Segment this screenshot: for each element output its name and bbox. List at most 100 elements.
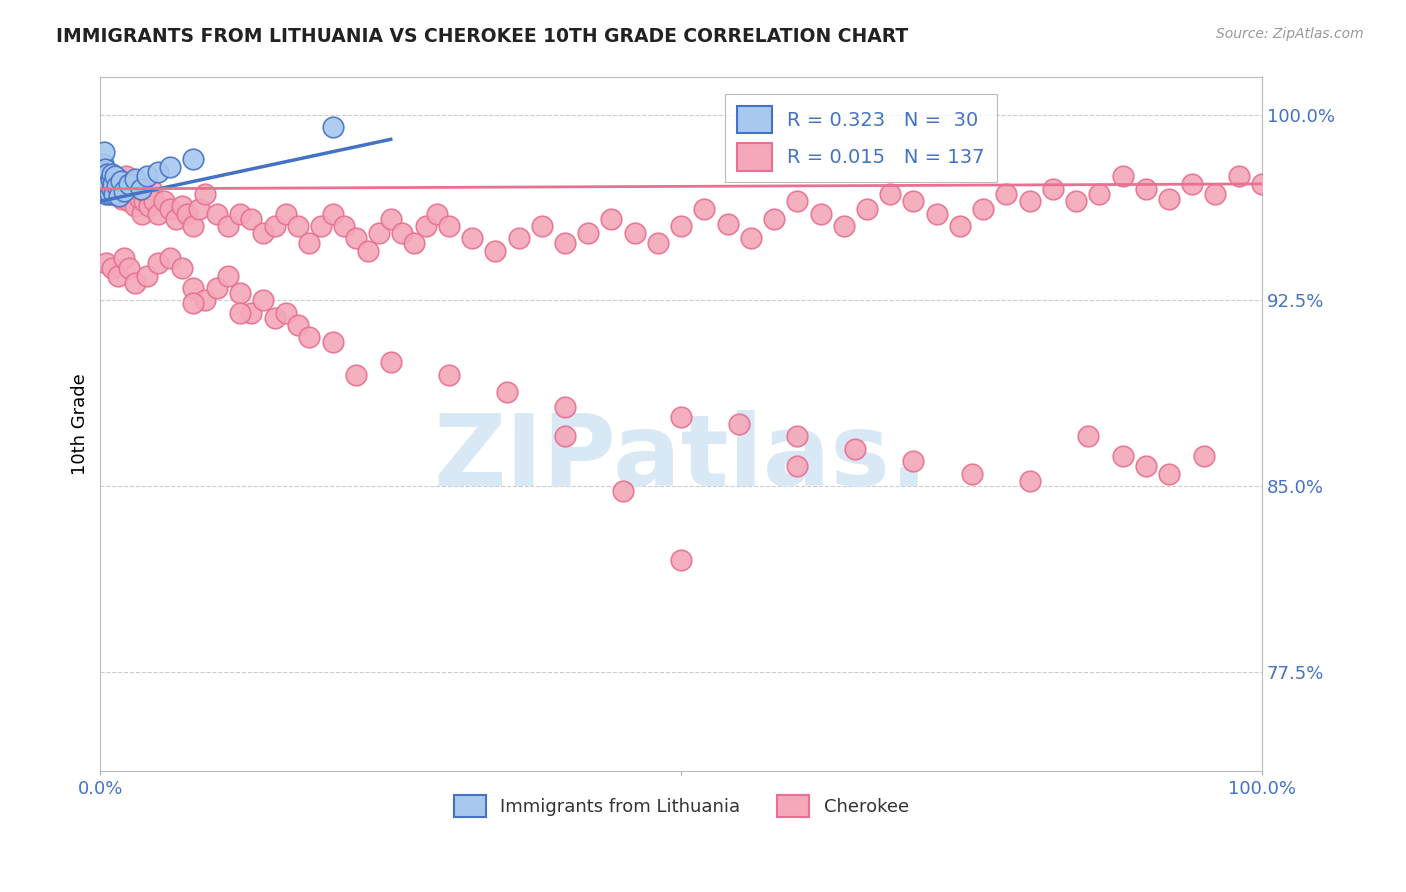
- Point: [135, 169, 157, 184]
- Point: [240, 211, 263, 226]
- Point: [114, 186, 136, 201]
- Point: [138, 199, 160, 213]
- Point: [276, 306, 298, 320]
- Point: [333, 219, 356, 233]
- Point: [94, 162, 117, 177]
- Point: [391, 227, 413, 241]
- Point: [344, 231, 367, 245]
- Point: [124, 276, 146, 290]
- Point: [115, 169, 138, 184]
- Point: [252, 293, 274, 308]
- Point: [647, 236, 669, 251]
- Point: [98, 167, 121, 181]
- Point: [903, 454, 925, 468]
- Point: [170, 261, 193, 276]
- Point: [669, 553, 692, 567]
- Point: [229, 285, 252, 300]
- Point: [728, 417, 751, 431]
- Point: [1181, 177, 1204, 191]
- Point: [101, 182, 124, 196]
- Point: [131, 206, 153, 220]
- Text: IMMIGRANTS FROM LITHUANIA VS CHEROKEE 10TH GRADE CORRELATION CHART: IMMIGRANTS FROM LITHUANIA VS CHEROKEE 10…: [56, 27, 908, 45]
- Point: [127, 182, 149, 196]
- Point: [1157, 467, 1180, 481]
- Point: [176, 206, 198, 220]
- Point: [415, 219, 437, 233]
- Point: [135, 186, 157, 201]
- Text: ZIPatlas.: ZIPatlas.: [433, 410, 928, 508]
- Point: [142, 194, 165, 209]
- Point: [98, 186, 121, 201]
- Point: [484, 244, 506, 258]
- Point: [576, 227, 599, 241]
- Point: [141, 182, 163, 196]
- Point: [322, 206, 344, 220]
- Point: [856, 202, 879, 216]
- Point: [786, 459, 808, 474]
- Point: [93, 145, 115, 159]
- Text: Source: ZipAtlas.com: Source: ZipAtlas.com: [1216, 27, 1364, 41]
- Point: [112, 177, 135, 191]
- Point: [1088, 186, 1111, 201]
- Point: [530, 219, 553, 233]
- Point: [96, 182, 118, 196]
- Point: [128, 192, 150, 206]
- Point: [229, 306, 252, 320]
- Point: [94, 177, 117, 191]
- Point: [960, 467, 983, 481]
- Point: [380, 355, 402, 369]
- Legend: Immigrants from Lithuania, Cherokee: Immigrants from Lithuania, Cherokee: [446, 788, 915, 824]
- Point: [844, 442, 866, 456]
- Point: [96, 186, 118, 201]
- Point: [1227, 169, 1250, 184]
- Point: [508, 231, 530, 245]
- Point: [159, 202, 181, 216]
- Point: [949, 219, 972, 233]
- Point: [94, 177, 117, 191]
- Point: [402, 236, 425, 251]
- Point: [1192, 449, 1215, 463]
- Point: [120, 177, 142, 191]
- Point: [1251, 177, 1274, 191]
- Point: [716, 217, 738, 231]
- Point: [104, 186, 127, 201]
- Point: [170, 199, 193, 213]
- Point: [461, 231, 484, 245]
- Point: [437, 219, 460, 233]
- Point: [96, 182, 118, 196]
- Point: [600, 211, 623, 226]
- Point: [287, 219, 309, 233]
- Point: [287, 318, 309, 332]
- Point: [229, 206, 252, 220]
- Point: [623, 227, 645, 241]
- Point: [101, 184, 124, 198]
- Point: [107, 177, 129, 191]
- Point: [112, 184, 135, 198]
- Point: [101, 177, 124, 191]
- Point: [554, 236, 576, 251]
- Point: [118, 194, 141, 209]
- Point: [740, 231, 762, 245]
- Point: [104, 169, 127, 184]
- Point: [111, 192, 134, 206]
- Point: [159, 160, 181, 174]
- Point: [93, 182, 115, 196]
- Point: [124, 199, 146, 213]
- Point: [276, 206, 298, 220]
- Point: [217, 268, 239, 283]
- Point: [107, 268, 129, 283]
- Point: [972, 202, 994, 216]
- Point: [117, 184, 139, 198]
- Point: [309, 219, 332, 233]
- Point: [194, 186, 217, 201]
- Point: [96, 169, 118, 184]
- Point: [240, 306, 263, 320]
- Point: [879, 186, 901, 201]
- Point: [903, 194, 925, 209]
- Point: [786, 194, 808, 209]
- Point: [96, 169, 118, 184]
- Point: [91, 157, 114, 171]
- Point: [832, 219, 855, 233]
- Point: [101, 261, 124, 276]
- Point: [1157, 192, 1180, 206]
